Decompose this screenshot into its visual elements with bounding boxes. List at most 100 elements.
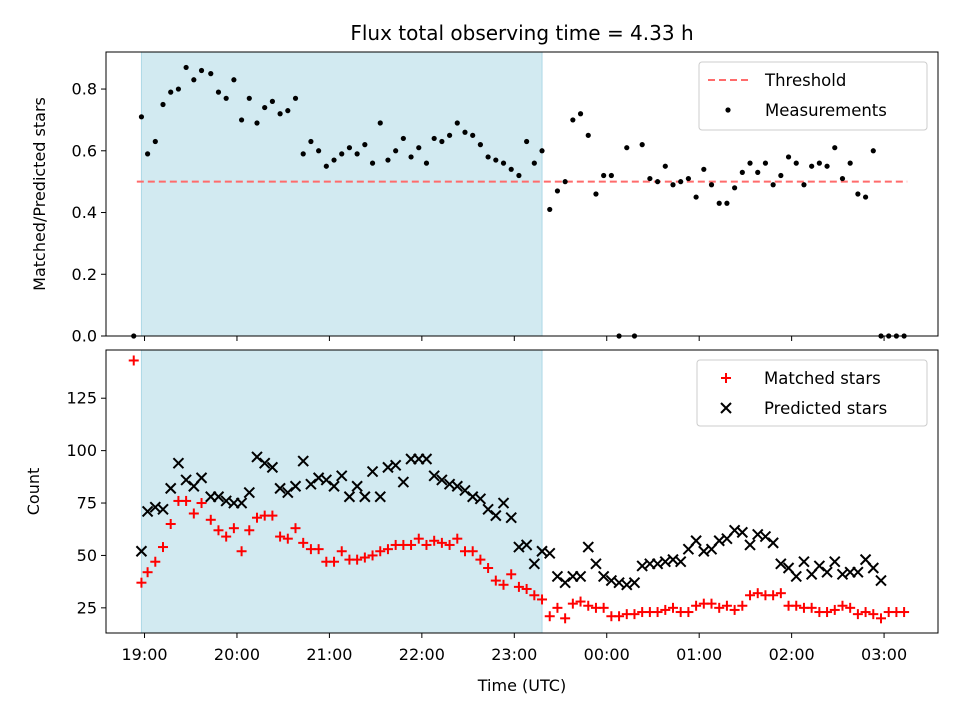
predicted-star-point — [582, 541, 594, 553]
matched-star-point — [290, 523, 301, 534]
measurement-point — [685, 175, 692, 182]
matched-star-point — [667, 602, 678, 613]
measurement-point — [708, 182, 715, 188]
y-tick-label: 25 — [77, 598, 97, 617]
cross-marker-b — [374, 491, 386, 503]
predicted-star-point — [574, 570, 587, 583]
chart-title: Flux total observing time = 4.33 h — [350, 21, 693, 45]
matched-star-point — [336, 546, 347, 557]
cross-marker-b — [282, 486, 294, 499]
measurement-point — [323, 163, 329, 169]
measurement-point — [183, 64, 189, 71]
y-tick-label: 75 — [77, 494, 97, 513]
cross-marker-b — [759, 530, 772, 543]
measurement-point — [191, 77, 197, 83]
cross-marker-b — [474, 493, 487, 505]
cross-marker-b — [490, 509, 502, 522]
measurement-point — [516, 172, 522, 179]
matched-star-point — [298, 537, 309, 548]
predicted-star-point — [366, 465, 379, 478]
cross-marker-b — [798, 556, 810, 568]
predicted-star-point — [551, 570, 564, 583]
measurement-point — [269, 98, 275, 104]
predicted-star-point — [867, 562, 879, 574]
matched-star-point — [691, 600, 702, 611]
predicted-star-point — [420, 453, 433, 465]
predicted-star-point — [297, 455, 309, 467]
legend-matched-swatch — [721, 373, 731, 383]
predicted-star-point — [767, 537, 779, 549]
matched-star-point — [244, 525, 255, 536]
predicted-star-point — [628, 576, 641, 589]
measurement-point — [793, 160, 799, 166]
cross-marker-b — [582, 541, 594, 553]
cross-marker-b — [636, 560, 648, 572]
cross-marker-b — [180, 474, 192, 486]
top-axes-frame — [105, 51, 939, 337]
cross-marker-b — [212, 491, 225, 503]
matched-star-point — [181, 495, 192, 506]
measurement-point — [624, 145, 630, 151]
measurement-point — [824, 163, 830, 169]
measurement-point — [277, 111, 283, 117]
measurement-point — [531, 160, 537, 166]
matched-star-point — [875, 613, 886, 624]
cross-marker-b — [165, 482, 177, 495]
predicted-star-point — [459, 484, 471, 497]
predicted-star-point — [374, 491, 386, 503]
predicted-star-point — [482, 503, 494, 516]
matched-star-point — [560, 613, 571, 624]
y-tick-label: 0.4 — [72, 203, 97, 222]
legend-threshold-label: Threshold — [764, 71, 846, 90]
matched-star-point — [444, 539, 455, 550]
measurement-point — [439, 138, 445, 145]
matched-star-point — [382, 544, 393, 555]
cross-marker-b — [274, 482, 286, 495]
matched-star-point — [752, 588, 763, 599]
matched-star-point — [267, 510, 278, 521]
measurement-point — [339, 151, 345, 157]
measurement-point — [785, 154, 792, 160]
cross-marker-b — [397, 476, 410, 488]
predicted-star-point — [343, 491, 356, 503]
predicted-star-point — [736, 526, 749, 539]
measurement-point — [477, 142, 483, 148]
x-tick-label: 01:00 — [676, 645, 722, 664]
bottom-legend-box — [696, 359, 928, 427]
cross-marker-b — [875, 574, 887, 587]
cross-marker-b — [821, 566, 833, 578]
cross-marker-b — [659, 556, 671, 568]
predicted-star-point — [520, 539, 533, 551]
cross-marker-b — [420, 453, 433, 465]
predicted-star-point — [336, 470, 348, 482]
measurement-point — [145, 151, 151, 157]
legend-measurements-swatch — [725, 107, 731, 113]
measurement-point — [639, 142, 645, 148]
matched-star-point — [251, 512, 262, 523]
y-tick-label: 0.6 — [72, 141, 97, 160]
measurement-point — [369, 160, 376, 166]
cross-marker-b — [559, 576, 571, 589]
matched-star-point — [506, 569, 517, 580]
measurement-point — [716, 200, 722, 206]
predicted-star-point — [544, 547, 556, 560]
matched-star-point — [467, 546, 478, 557]
predicted-star-point — [597, 570, 610, 583]
predicted-star-point — [274, 482, 286, 495]
matched-star-point — [745, 590, 756, 601]
measurement-point — [755, 169, 761, 175]
measurements-series — [131, 64, 907, 339]
predicted-star-point — [744, 539, 756, 551]
legend-measurements-label: Measurements — [765, 101, 887, 120]
measurement-point — [647, 175, 653, 182]
predicted-star-point — [590, 558, 602, 570]
x-tick-label: 20:00 — [214, 645, 260, 664]
y-tick-label: 125 — [66, 389, 97, 408]
cross-marker-b — [336, 470, 348, 482]
measurement-point — [508, 166, 514, 172]
cross-marker-b — [389, 459, 402, 472]
matched-star-point — [768, 590, 779, 601]
measurement-point — [870, 148, 876, 154]
predicted-star-point — [359, 491, 371, 503]
matched-star-point — [629, 609, 640, 620]
